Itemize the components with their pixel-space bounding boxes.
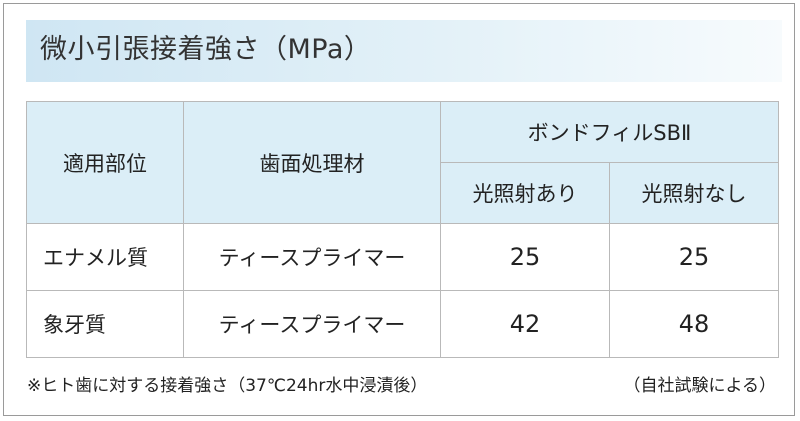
cell-treatment: ティースプライマー <box>183 290 441 358</box>
cell-without-light: 25 <box>609 223 779 291</box>
header-without-light: 光照射なし <box>609 162 779 224</box>
subheader-row: 光照射あり 光照射なし <box>27 162 779 224</box>
cell-without-light: 48 <box>609 290 779 358</box>
bond-strength-table: 適用部位 歯面処理材 ボンドフィルSBⅡ 光照射あり 光照射なし エナメル質 テ… <box>26 101 779 358</box>
header-product: ボンドフィルSBⅡ <box>440 101 779 163</box>
header-with-light: 光照射あり <box>440 162 610 224</box>
cell-with-light: 42 <box>440 290 610 358</box>
cell-site: 象牙質 <box>26 290 184 358</box>
table-row: エナメル質 ティースプライマー 25 25 <box>26 223 779 291</box>
table-row: 象牙質 ティースプライマー 42 48 <box>26 290 779 358</box>
header-treatment: 歯面処理材 <box>183 101 441 224</box>
source-note: （自社試験による） <box>623 376 777 396</box>
cell-site: エナメル質 <box>26 223 184 291</box>
page-title: 微小引張接着強さ（MPa） <box>40 34 372 65</box>
header-row: 適用部位 歯面処理材 ボンドフィルSBⅡ <box>26 101 779 224</box>
cell-treatment: ティースプライマー <box>183 223 441 291</box>
footnote: ※ヒト歯に対する接着強さ（37℃24hr水中浸漬後） <box>27 376 428 396</box>
header-site: 適用部位 <box>26 101 184 224</box>
title-bar: 微小引張接着強さ（MPa） <box>26 20 782 82</box>
cell-with-light: 25 <box>440 223 610 291</box>
